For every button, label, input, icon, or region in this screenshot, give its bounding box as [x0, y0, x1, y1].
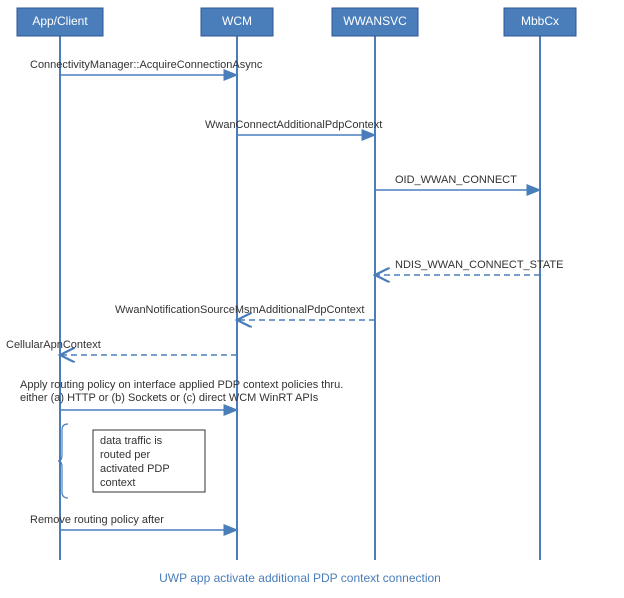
- message-label-connectAdd: WwanConnectAdditionalPdpContext: [205, 119, 382, 131]
- message-label-ndisState: NDIS_WWAN_CONNECT_STATE: [395, 259, 563, 271]
- participant-label-mbbcx: MbbCx: [521, 14, 559, 28]
- note-line2: activated PDP: [100, 463, 170, 475]
- participant-label-app: App/Client: [32, 14, 88, 28]
- message-label-notifSrc: WwanNotificationSourceMsmAdditionalPdpCo…: [115, 304, 364, 316]
- message-label-oidConnect: OID_WWAN_CONNECT: [395, 174, 517, 186]
- message-label-acquire: ConnectivityManager::AcquireConnectionAs…: [30, 59, 263, 71]
- apply-policy-label-line1: either (a) HTTP or (b) Sockets or (c) di…: [20, 392, 319, 404]
- participant-label-wwansvc: WWANSVC: [343, 14, 407, 28]
- note-line1: routed per: [100, 449, 150, 461]
- sequence-diagram: App/Client WCM WWANSVC MbbCx ConnectivityMan…: [0, 0, 624, 598]
- note-line0: data traffic is: [100, 435, 163, 447]
- apply-policy-label-line0: Apply routing policy on interface applie…: [20, 379, 343, 391]
- participant-label-wcm: WCM: [222, 14, 252, 28]
- message-label-removePolicy: Remove routing policy after: [30, 514, 164, 526]
- diagram-caption: UWP app activate additional PDP context …: [159, 571, 441, 585]
- message-label-cellApn: CellularApnContext: [6, 339, 101, 351]
- note-line3: context: [100, 477, 135, 489]
